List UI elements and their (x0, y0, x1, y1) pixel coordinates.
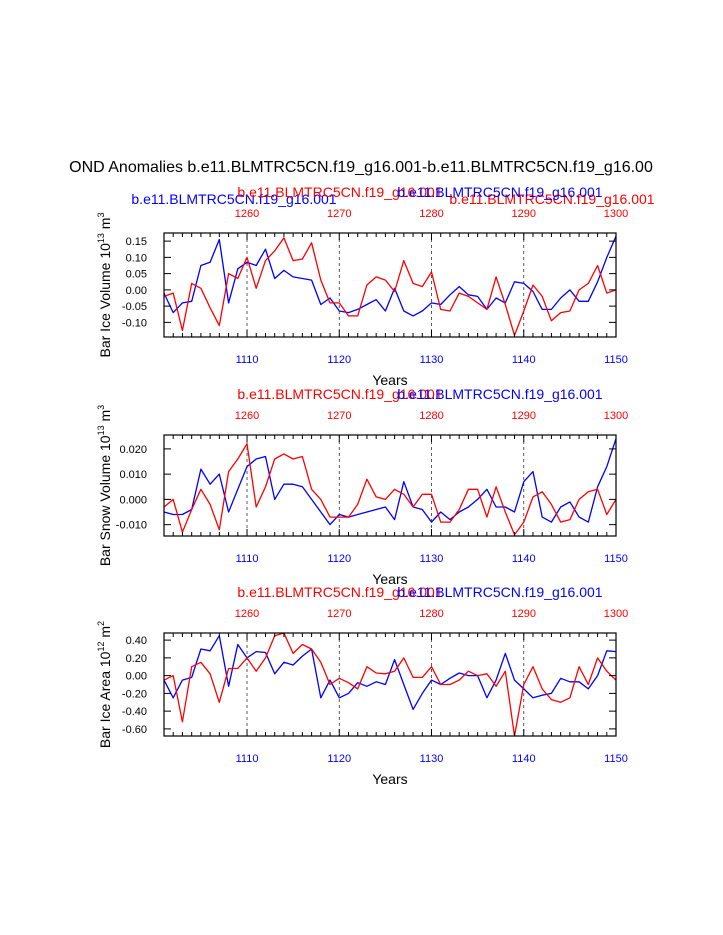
top-x-tick-label: 1280 (419, 608, 443, 620)
panel-title-red: b.e11.BLMTRC5CN.f19_g16.001 (237, 184, 442, 200)
y-tick-label: -0.60 (122, 724, 147, 736)
y-tick-label: 0.15 (126, 236, 147, 248)
x-tick-label: 1110 (236, 553, 259, 565)
x-tick-label: 1150 (604, 553, 628, 565)
panel-title-blue: b.e11.BLMTRC5CN.f19_g16.001 (397, 184, 602, 200)
x-tick-label: 1150 (604, 354, 628, 366)
y-tick-label: -0.010 (116, 520, 147, 532)
x-axis-label: Years (372, 771, 407, 787)
plot-frame (163, 434, 617, 537)
y-axis-label-unit-exponent: 3 (96, 405, 106, 410)
top-x-tick-label: 1300 (604, 608, 628, 620)
series-line-red (163, 443, 617, 536)
panel-title-red: b.e11.BLMTRC5CN.f19_g16.001 (237, 584, 442, 600)
y-axis-label-text: Bar Ice Volume 10 (97, 243, 113, 358)
x-axis-label: Years (372, 571, 407, 587)
top-x-tick-label: 1290 (512, 608, 536, 620)
x-tick-label: 1140 (512, 354, 536, 366)
x-tick-label: 1110 (236, 753, 259, 765)
x-tick-label: 1140 (512, 553, 536, 565)
top-x-tick-label: 1300 (604, 208, 628, 220)
x-tick-label: 1120 (327, 553, 351, 565)
y-tick-label: 0.10 (126, 252, 147, 264)
y-tick-label: 0.00 (126, 285, 147, 297)
top-x-tick-label: 1270 (327, 208, 351, 220)
top-x-tick-label: 1300 (604, 410, 628, 422)
x-tick-label: 1130 (420, 753, 444, 765)
y-tick-label: 0.05 (126, 269, 147, 281)
top-x-tick-label: 1270 (327, 410, 351, 422)
plot-frame (163, 232, 617, 338)
y-axis-label-exponent: 12 (96, 642, 106, 652)
y-tick-label: 0.020 (119, 444, 147, 456)
series-line-red (163, 632, 617, 737)
x-tick-label: 1110 (236, 354, 259, 366)
x-tick-label: 1150 (604, 753, 628, 765)
snow-volume-panel: b.e11.BLMTRC5CN.f19_g16.001b.e11.BLMTRC5… (96, 386, 628, 587)
top-x-tick-label: 1290 (512, 410, 536, 422)
y-axis-label-text: Bar Ice Area 10 (97, 651, 113, 748)
ice-area-panel: b.e11.BLMTRC5CN.f19_g16.001b.e11.BLMTRC5… (96, 584, 628, 787)
x-tick-label: 1130 (420, 553, 444, 565)
series-line-blue (163, 438, 617, 526)
y-axis-label: Bar Snow Volume 1013 m3 (96, 405, 113, 566)
top-x-tick-label: 1280 (419, 208, 443, 220)
panel-title-blue: b.e11.BLMTRC5CN.f19_g16.001 (397, 584, 602, 600)
y-tick-label: -0.10 (122, 317, 147, 329)
x-tick-label: 1130 (420, 354, 444, 366)
y-axis-label-exponent: 13 (96, 233, 106, 243)
y-axis-label-text: Bar Snow Volume 10 (97, 435, 113, 566)
top-x-tick-label: 1290 (512, 208, 536, 220)
legend-blue-left: b.e11.BLMTRC5CN.f19_g16.001 (131, 191, 336, 207)
y-axis-label-unit-exponent: 3 (96, 213, 106, 218)
y-axis-label-exponent: 13 (96, 425, 106, 435)
x-tick-label: 1120 (327, 354, 351, 366)
y-tick-label: -0.20 (122, 688, 147, 700)
x-tick-label: 1120 (327, 753, 351, 765)
legend-red-right: b.e11.BLMTRC5CN.f19_g16.001 (449, 191, 654, 207)
top-x-tick-label: 1280 (419, 410, 443, 422)
top-x-tick-label: 1260 (235, 410, 259, 422)
panel-title-red: b.e11.BLMTRC5CN.f19_g16.001 (237, 386, 442, 402)
y-tick-label: 0.40 (126, 635, 147, 647)
y-axis-label-unit: m (97, 218, 113, 234)
y-axis-label-unit: m (97, 410, 113, 426)
y-tick-label: 0.010 (119, 469, 147, 481)
x-axis-label: Years (372, 372, 407, 388)
y-tick-label: 0.20 (126, 653, 147, 665)
series-line-blue (163, 236, 617, 317)
panel-title-blue: b.e11.BLMTRC5CN.f19_g16.001 (397, 386, 602, 402)
top-x-tick-label: 1260 (235, 208, 259, 220)
y-tick-label: -0.05 (122, 301, 147, 313)
plot-frame (163, 632, 617, 737)
top-x-tick-label: 1260 (235, 608, 259, 620)
y-tick-label: -0.40 (122, 706, 147, 718)
y-tick-label: 0.000 (119, 494, 147, 506)
ice-volume-panel: b.e11.BLMTRC5CN.f19_g16.001b.e11.BLMTRC5… (96, 184, 628, 388)
y-axis-label: Bar Ice Volume 1013 m3 (96, 213, 113, 358)
series-line-red (163, 237, 617, 337)
y-axis-label-unit-exponent: 2 (96, 621, 106, 626)
y-axis-label: Bar Ice Area 1012 m2 (96, 621, 113, 748)
top-x-tick-label: 1270 (327, 608, 351, 620)
y-tick-label: 0.00 (126, 671, 147, 683)
y-axis-label-unit: m (97, 626, 113, 642)
page-title: OND Anomalies b.e11.BLMTRC5CN.f19_g16.00… (69, 159, 653, 176)
x-tick-label: 1140 (512, 753, 536, 765)
